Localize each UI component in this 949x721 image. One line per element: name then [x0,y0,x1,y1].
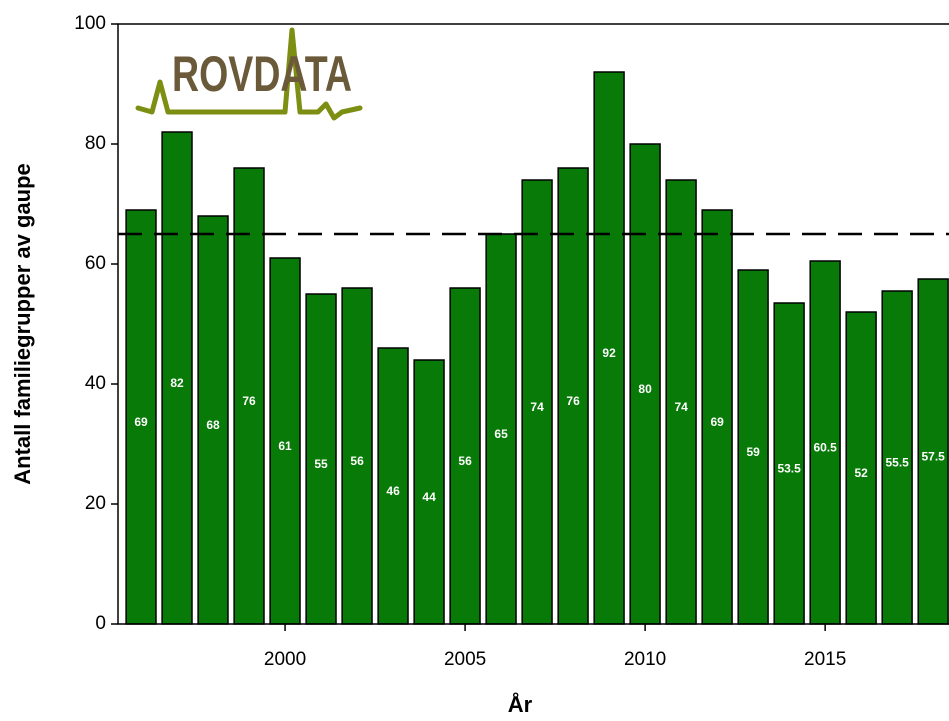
value-label: 80 [638,382,652,396]
value-label: 61 [278,439,292,453]
x-tick-label: 2005 [444,649,486,670]
bar [737,269,769,625]
value-label: 55.5 [885,456,909,470]
value-label: 74 [530,400,544,414]
y-tick-label: 60 [85,253,106,274]
x-tick-label: 2015 [804,649,846,670]
value-label: 82 [170,376,184,390]
bar [449,287,481,625]
value-label: 65 [494,427,508,441]
value-label: 60.5 [813,441,837,455]
value-label: 76 [566,394,580,408]
y-tick-label: 80 [85,133,106,154]
y-axis-label: Antall familiegrupper av gaupe [10,163,35,485]
value-label: 57.5 [921,450,945,464]
bar [377,347,409,625]
value-label: 74 [674,400,688,414]
value-label: 52 [854,466,868,480]
bar [593,71,625,625]
value-label: 53.5 [777,462,801,476]
value-label: 92 [602,346,616,360]
plot-frame [117,23,949,625]
y-tick-label: 100 [74,13,106,34]
logo: ROVDATA [135,27,363,121]
value-label: 69 [134,415,148,429]
y-tick-label: 20 [85,493,106,514]
bar [557,167,589,625]
bar [161,131,193,625]
value-label: 68 [206,418,220,432]
logo-line [135,27,363,121]
bar [305,293,337,625]
value-label: 44 [422,490,436,504]
bar [341,287,373,625]
value-label: 69 [710,415,724,429]
bar [485,233,517,625]
x-tick-label: 2000 [264,649,306,670]
bar [413,359,445,625]
value-label: 56 [350,454,364,468]
value-label: 76 [242,394,256,408]
bar [629,143,661,625]
value-label: 56 [458,454,472,468]
y-tick-label: 0 [95,613,106,634]
bar [521,179,553,625]
x-axis-label: År [508,691,533,717]
value-label: 59 [746,445,760,459]
x-tick-label: 2010 [624,649,666,670]
y-tick-label: 40 [85,373,106,394]
bar [269,257,301,625]
logo-text: ROVDATA [172,46,352,102]
bar [773,302,805,625]
value-label: 55 [314,457,328,471]
value-label: 46 [386,484,400,498]
